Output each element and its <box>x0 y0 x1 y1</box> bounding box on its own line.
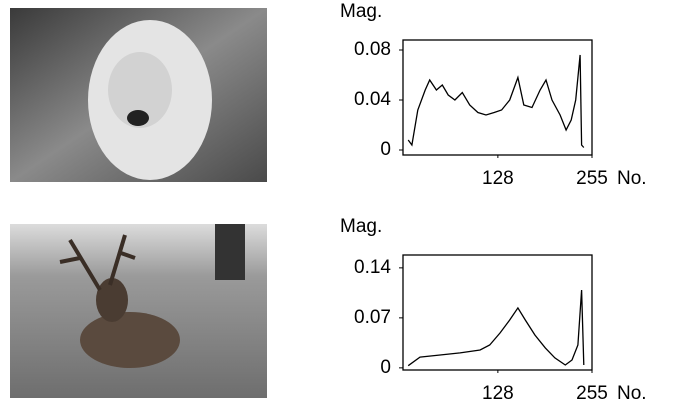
x-tick-label: 255 <box>576 168 608 189</box>
plot-frame <box>403 255 592 370</box>
x-axis-label: No. <box>617 383 647 404</box>
y-tick-label: 0 <box>380 139 391 160</box>
y-tick-label: 0.04 <box>354 89 391 110</box>
y-tick-label: 0.07 <box>354 307 391 328</box>
page: Mag. 0 0.04 0.08 128 255 No. Mag. 0 0.07 0.14 128 25… <box>0 0 675 413</box>
y-axis-label: Mag. <box>340 1 382 22</box>
x-tick-label: 128 <box>482 383 514 404</box>
histogram-line <box>408 55 584 148</box>
x-tick-label: 128 <box>482 168 514 189</box>
photo-bear <box>10 8 267 182</box>
histogram-line <box>408 290 584 366</box>
y-tick-label: 0.14 <box>354 257 391 278</box>
photo-deer <box>10 224 267 398</box>
x-axis-label: No. <box>617 168 647 189</box>
y-axis-label: Mag. <box>340 216 382 237</box>
figure: Mag. 0 0.04 0.08 128 255 No. Mag. 0 0.07 0.14 128 25… <box>0 0 675 408</box>
y-tick-label: 0.08 <box>354 39 391 60</box>
plot-frame <box>403 40 592 155</box>
x-tick-label: 255 <box>576 383 608 404</box>
y-tick-label: 0 <box>380 357 391 378</box>
